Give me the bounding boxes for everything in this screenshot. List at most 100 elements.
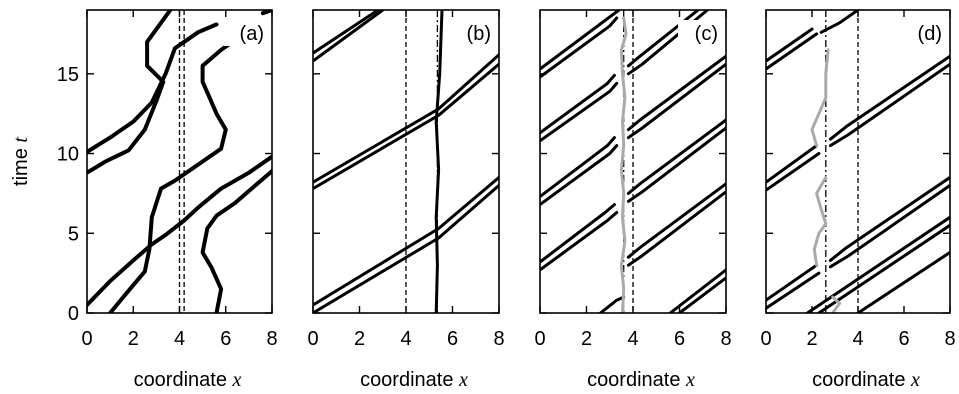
x-axis-variable: x bbox=[685, 369, 695, 391]
x-tick-label: 0 bbox=[307, 328, 318, 350]
trajectory-13 bbox=[626, 118, 726, 195]
trajectory-10 bbox=[828, 54, 950, 141]
x-axis-label-text: coordinate bbox=[812, 369, 911, 391]
x-tick-label: 4 bbox=[627, 328, 638, 350]
trajectory-18 bbox=[668, 268, 726, 313]
trajectory-5 bbox=[313, 10, 385, 63]
x-tick-label: 6 bbox=[674, 328, 685, 350]
trajectory-17 bbox=[831, 295, 842, 313]
trajectory-7 bbox=[540, 16, 619, 79]
trajectory-4 bbox=[87, 22, 219, 154]
x-tick-label: 6 bbox=[220, 328, 231, 350]
trajectory-6 bbox=[766, 27, 814, 63]
x-axis-label-text: coordinate bbox=[360, 369, 459, 391]
trajectory-1 bbox=[540, 211, 619, 272]
trajectory-8 bbox=[828, 175, 950, 262]
trajectory-1 bbox=[87, 154, 272, 307]
x-axis-label-text: coordinate bbox=[134, 369, 233, 391]
x-tick-label: 4 bbox=[400, 328, 411, 350]
trajectory-4 bbox=[766, 144, 819, 184]
x-axis-variable: x bbox=[910, 369, 920, 391]
trajectory-6 bbox=[540, 73, 616, 135]
trajectory-19 bbox=[678, 276, 726, 313]
trajectory-10 bbox=[626, 190, 726, 267]
trajectory-7 bbox=[434, 10, 444, 313]
x-tick-label: 8 bbox=[944, 328, 955, 350]
x-axis-label-text: coordinate bbox=[587, 369, 686, 391]
trajectory-4 bbox=[540, 136, 616, 199]
x-tick-label: 8 bbox=[266, 328, 277, 350]
y-tick-label: 0 bbox=[68, 303, 79, 325]
trajectory-8 bbox=[540, 10, 621, 71]
trajectory-2 bbox=[766, 263, 819, 302]
panel-b: 0 2 4 6 8 coordinate x (b) bbox=[307, 9, 505, 391]
trajectory-12 bbox=[805, 215, 950, 313]
trajectory-12 bbox=[626, 126, 726, 203]
trajectory-2 bbox=[87, 10, 173, 175]
y-tick-label: 5 bbox=[68, 223, 79, 245]
trajectory-3 bbox=[108, 23, 256, 313]
plot-area bbox=[87, 10, 272, 313]
trajectory-14 bbox=[626, 62, 726, 140]
plot-area bbox=[540, 10, 726, 313]
trajectory-14 bbox=[856, 250, 950, 313]
trajectory-2 bbox=[540, 203, 616, 264]
trajectory-13 bbox=[817, 223, 950, 313]
panel-tag: (c) bbox=[695, 23, 718, 45]
panel-d: 0 2 4 6 8 coordinate x (d) bbox=[760, 9, 956, 391]
panel-tag-bg bbox=[224, 20, 262, 46]
x-axis-label: coordinate x bbox=[587, 369, 695, 391]
x-axis-label: coordinate x bbox=[360, 369, 468, 391]
plot-area bbox=[313, 10, 499, 313]
x-tick-label: 8 bbox=[720, 328, 731, 350]
x-tick-label: 2 bbox=[581, 328, 592, 350]
x-tick-label: 2 bbox=[128, 328, 139, 350]
trajectory-5 bbox=[540, 81, 619, 143]
trajectory-6 bbox=[313, 10, 380, 55]
trajectory-1 bbox=[766, 271, 821, 310]
trajectory-20 bbox=[619, 16, 628, 313]
panel-tag-bg bbox=[902, 20, 940, 46]
panel-a: 0 2 4 6 8 0 5 10 15 coordinate x time t (a) bbox=[10, 9, 278, 391]
trajectory-7 bbox=[828, 183, 950, 269]
x-tick-label: 0 bbox=[534, 328, 545, 350]
x-axis-label: coordinate x bbox=[812, 369, 920, 391]
trajectory-3 bbox=[313, 62, 499, 191]
trajectory-9 bbox=[828, 62, 950, 148]
trajectory-2 bbox=[313, 175, 499, 307]
x-axis-variable: x bbox=[458, 369, 468, 391]
trajectory-11 bbox=[819, 10, 860, 34]
trajectory-15 bbox=[626, 54, 726, 132]
trajectory-11 bbox=[626, 182, 726, 259]
trajectory-5 bbox=[766, 32, 819, 71]
trajectory-9 bbox=[599, 295, 626, 313]
x-axis-variable: x bbox=[232, 369, 242, 391]
panel-c: 0 2 4 6 8 coordinate x (c) bbox=[534, 9, 732, 391]
trajectory-16 bbox=[810, 48, 830, 148]
panel-tag: (b) bbox=[467, 23, 491, 45]
x-tick-label: 0 bbox=[81, 328, 92, 350]
trajectory-1 bbox=[313, 183, 499, 313]
x-tick-label: 4 bbox=[852, 328, 863, 350]
trajectory-3 bbox=[540, 144, 619, 207]
x-tick-label: 2 bbox=[806, 328, 817, 350]
y-axis-variable: t bbox=[10, 137, 32, 143]
panel-tag-bg bbox=[678, 20, 716, 46]
x-tick-label: 2 bbox=[354, 328, 365, 350]
trajectory-3 bbox=[766, 152, 821, 192]
plot-area bbox=[766, 10, 950, 313]
x-tick-label: 6 bbox=[447, 328, 458, 350]
y-axis-label: time t bbox=[10, 137, 32, 186]
trajectory-15 bbox=[812, 175, 828, 267]
y-tick-label: 15 bbox=[57, 64, 79, 86]
x-tick-label: 8 bbox=[493, 328, 504, 350]
y-axis-label-text: time bbox=[10, 143, 32, 186]
trajectory-5 bbox=[200, 169, 272, 313]
panel-tag-bg bbox=[451, 20, 489, 46]
x-tick-label: 4 bbox=[174, 328, 185, 350]
y-tick-label: 10 bbox=[57, 144, 79, 166]
x-axis-label: coordinate x bbox=[134, 369, 242, 391]
x-tick-label: 6 bbox=[898, 328, 909, 350]
panel-tag: (a) bbox=[240, 23, 264, 45]
